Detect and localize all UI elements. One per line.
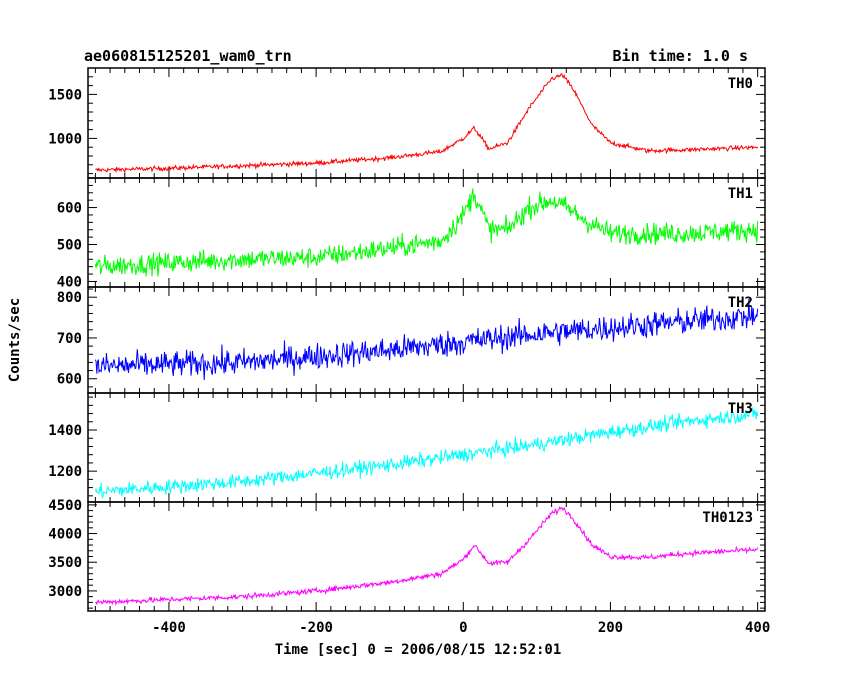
series-line-th0: [95, 72, 759, 174]
y-tick-label: 3000: [48, 584, 82, 600]
x-tick-label: -200: [299, 620, 333, 636]
panel-label-th3: TH3: [728, 401, 753, 417]
x-tick-label: 0: [459, 620, 467, 636]
y-tick-label: 1500: [48, 87, 82, 103]
y-tick-label: 3500: [48, 555, 82, 571]
panel-th1: 400 500 600 TH1: [57, 177, 766, 290]
panel-label-th0: TH0: [728, 76, 753, 92]
x-tick-label: 200: [598, 620, 623, 636]
panel-th3: 1200 1400 TH3: [48, 392, 766, 503]
bin-time-label: Bin time: 1.0 s: [613, 47, 748, 65]
y-tick-label: 4000: [48, 527, 82, 543]
y-tick-label: 800: [57, 290, 82, 306]
y-tick-label: 400: [57, 274, 82, 290]
panel-th2: 600 700 800 TH2: [57, 286, 766, 394]
y-tick-label: 500: [57, 238, 82, 254]
y-tick-label: 600: [57, 372, 82, 388]
panel-label-th1: TH1: [728, 186, 753, 202]
series-line-th1: [94, 188, 759, 277]
panel-frame: [87, 67, 766, 179]
y-tick-label: 600: [57, 201, 82, 217]
y-tick-label: 1200: [48, 464, 82, 480]
x-tick-label: -400: [152, 620, 186, 636]
series-line-th2: [94, 299, 759, 380]
y-tick-label: 700: [57, 331, 82, 347]
x-axis-title: Time [sec] 0 = 2006/08/15 12:52:01: [275, 642, 562, 658]
x-tick-label: 400: [745, 620, 770, 636]
chart-title: ae060815125201_wam0_trn: [84, 47, 292, 65]
y-axis-title: Counts/sec: [7, 298, 23, 382]
x-axis: -400 -200 0 200 400: [152, 620, 770, 636]
y-tick-label: 1000: [48, 131, 82, 147]
panel-th0123: 3000 3500 4000 4500 TH0123: [48, 498, 766, 612]
y-tick-label: 1400: [48, 423, 82, 439]
panel-th0: 1000 1500 TH0: [48, 67, 766, 179]
series-line-th3: [94, 406, 759, 499]
panel-frame: [87, 286, 766, 394]
y-tick-label: 4500: [48, 498, 82, 514]
panel-label-th0123: TH0123: [702, 510, 753, 526]
panel-label-th2: TH2: [728, 295, 753, 311]
series-line-th0123: [94, 505, 759, 606]
